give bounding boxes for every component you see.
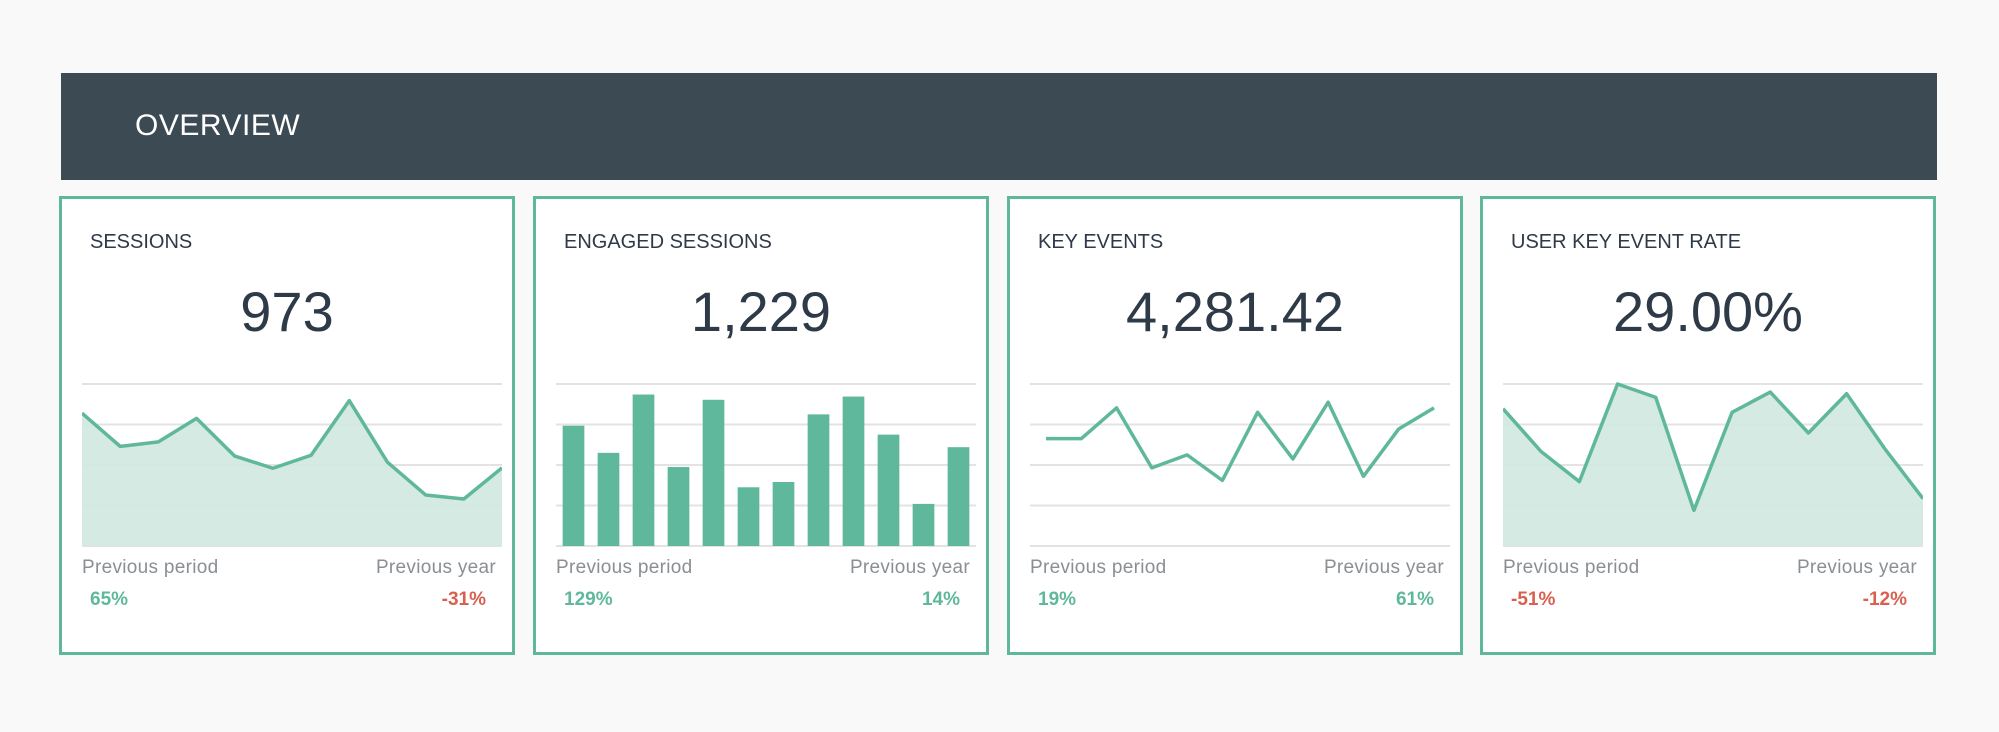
card-engaged-sessions: ENGAGED SESSIONS 1,229 Previous period P… [533, 196, 989, 655]
bar [947, 447, 970, 546]
overview-header: OVERVIEW [61, 73, 1937, 180]
card-value: 1,229 [690, 280, 832, 343]
previous-year-change: -12% [1862, 589, 1907, 610]
card-title: SESSIONS [90, 231, 193, 253]
previous-period-label: Previous period [1503, 557, 1640, 578]
area-fill [82, 400, 502, 546]
previous-period-change: 129% [564, 589, 613, 610]
previous-period-label: Previous period [556, 557, 693, 578]
previous-period-label: Previous period [1030, 557, 1167, 578]
previous-year-label: Previous year [1323, 557, 1444, 578]
previous-year-label: Previous year [1796, 557, 1917, 578]
bar [842, 396, 865, 546]
bar [667, 467, 690, 546]
bar [737, 487, 760, 546]
card-user-key-event-rate: USER KEY EVENT RATE 29.00% Previous peri… [1480, 196, 1936, 655]
card-title: USER KEY EVENT RATE [1511, 231, 1742, 253]
previous-year-label: Previous year [849, 557, 970, 578]
previous-period-change: 19% [1038, 589, 1077, 610]
previous-period-change: 65% [90, 589, 129, 610]
previous-year-change: 14% [921, 589, 960, 610]
series-line [82, 398, 502, 501]
engaged-sessions-chart [556, 383, 976, 547]
sessions-chart [82, 383, 502, 547]
previous-period-label: Previous period [82, 557, 219, 578]
bar [772, 482, 795, 546]
card-title: KEY EVENTS [1038, 231, 1164, 253]
card-title: ENGAGED SESSIONS [564, 231, 772, 253]
bar [562, 425, 585, 546]
series-line [1046, 400, 1435, 483]
bar [702, 399, 725, 546]
bar [597, 452, 620, 546]
user-key-event-rate-chart [1503, 382, 1923, 547]
key-events-chart [1030, 383, 1450, 547]
card-sessions: SESSIONS 973 Previous period Previous ye… [59, 196, 515, 655]
previous-year-change: 61% [1395, 589, 1434, 610]
card-key-events: KEY EVENTS 4,281.42 Previous period Prev… [1007, 196, 1463, 655]
previous-year-change: -31% [441, 589, 486, 610]
series-line [1503, 382, 1923, 513]
card-value: 4,281.42 [1126, 280, 1344, 343]
bar [632, 394, 655, 546]
previous-year-label: Previous year [375, 557, 496, 578]
bar [877, 434, 900, 546]
previous-period-change: -51% [1511, 589, 1556, 610]
header-title: OVERVIEW [135, 109, 301, 142]
bar [807, 414, 830, 546]
card-value: 973 [240, 280, 334, 343]
bar [912, 503, 935, 546]
card-value: 29.00% [1613, 280, 1803, 343]
